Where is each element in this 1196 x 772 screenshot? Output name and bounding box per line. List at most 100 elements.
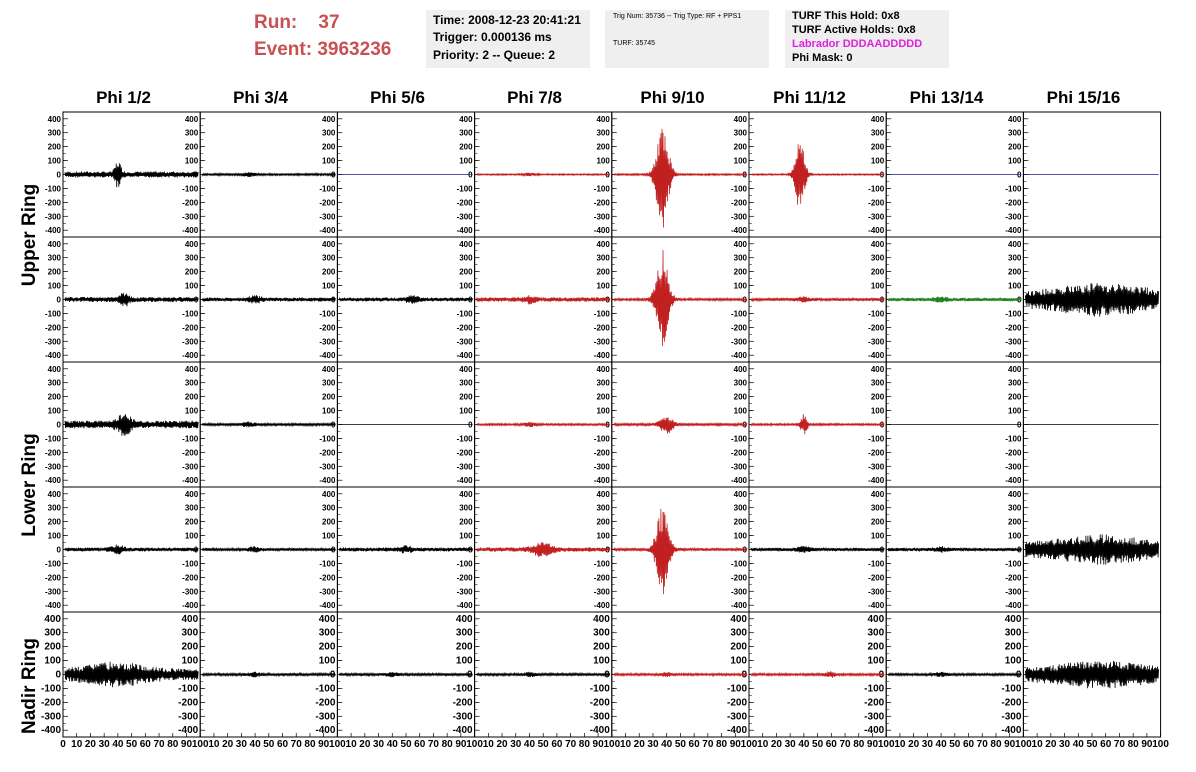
waveform-trace [750,144,885,205]
y-tick-label: 300 [734,254,748,263]
y-tick-label: 0 [743,171,748,180]
y-tick-label: 300 [734,504,748,513]
y-tick-label: -200 [45,573,62,582]
y-tick-label: -100 [182,559,199,568]
y-tick-label: -100 [731,559,748,568]
x-tick-label: 10 [757,739,769,750]
y-tick-label: -200 [1001,697,1021,708]
y-tick-label: -400 [45,476,62,485]
x-tick-label: 30 [99,739,111,750]
y-tick-label: -100 [457,559,474,568]
phi-mask-text: Phi Mask: 0 [792,52,853,64]
waveform-trace [613,128,748,228]
y-tick-label: 400 [1008,490,1022,499]
y-tick-label: -400 [594,601,611,610]
x-tick-label: 90 [455,739,467,750]
y-tick-label: -400 [1005,476,1022,485]
y-tick-label: -300 [594,462,611,471]
x-tick-label: 40 [250,739,262,750]
y-tick-label: -200 [45,198,62,207]
y-tick-label: 300 [459,254,473,263]
y-tick-label: -200 [731,448,748,457]
y-tick-label: 100 [734,282,748,291]
y-tick-label: 0 [1017,421,1022,430]
y-tick-label: 400 [1008,115,1022,124]
y-tick-label: -300 [45,462,62,471]
y-tick-label: 400 [48,240,62,249]
trigger-info-box: Time: 2008-12-23 20:41:21 Trigger: 0.000… [426,10,590,68]
x-tick-label: 70 [1114,739,1126,750]
waveform-trace [476,172,611,178]
column-header-phi-5-6: Phi 5/6 [370,88,425,107]
waveform-trace [750,545,885,553]
y-tick-label: 400 [48,365,62,374]
y-tick-label: 100 [734,157,748,166]
x-tick-label: 70 [702,739,714,750]
y-tick-label: 100 [593,656,610,667]
column-header-phi-9-10: Phi 9/10 [640,88,705,107]
y-tick-label: -100 [319,184,336,193]
y-tick-label: 300 [734,129,748,138]
y-tick-label: 300 [319,628,336,639]
y-tick-label: -300 [594,212,611,221]
turf-active-text: TURF Active Holds: 0x8 [792,24,916,36]
x-tick-label: 60 [826,739,838,750]
y-tick-label: -300 [319,212,336,221]
y-tick-label: -100 [315,683,335,694]
y-tick-label: 400 [322,365,336,374]
y-tick-label: -400 [731,226,748,235]
x-tick-label: 100 [1152,739,1169,750]
y-tick-label: -200 [731,573,748,582]
trigger-text: Trigger: 0.000136 ms [433,30,552,44]
y-tick-label: -200 [864,697,884,708]
y-tick-label: -400 [178,725,198,736]
waveform-trace [750,296,885,303]
waveform-trace [201,546,336,553]
y-tick-label: -200 [319,323,336,332]
y-tick-label: 200 [182,642,199,653]
y-tick-label: -300 [594,587,611,596]
y-tick-label: -200 [45,323,62,332]
y-tick-label: 400 [871,240,885,249]
y-tick-label: 100 [730,656,747,667]
y-tick-label: 200 [868,642,885,653]
y-tick-label: -200 [594,448,611,457]
y-tick-label: -300 [45,337,62,346]
y-tick-label: 300 [44,628,61,639]
y-tick-label: -400 [45,351,62,360]
x-tick-label: 100 [741,739,758,750]
y-tick-label: 100 [459,407,473,416]
y-tick-label: -400 [731,601,748,610]
y-tick-label: -400 [45,226,62,235]
x-tick-label: 10 [1032,739,1044,750]
y-tick-label: -100 [182,184,199,193]
x-tick-label: 90 [730,739,742,750]
x-tick-label: 20 [359,739,371,750]
y-tick-label: -100 [590,683,610,694]
waveform-trace [613,508,748,595]
y-tick-label: -400 [319,226,336,235]
y-tick-label: -400 [868,601,885,610]
y-tick-label: -300 [1005,462,1022,471]
y-tick-label: -300 [319,587,336,596]
y-tick-label: 300 [1008,129,1022,138]
y-tick-label: 300 [871,254,885,263]
y-tick-label: -300 [457,212,474,221]
y-tick-label: -300 [178,711,198,722]
column-header-phi-3-4: Phi 3/4 [233,88,288,107]
y-tick-label: 200 [593,642,610,653]
y-tick-label: -400 [319,476,336,485]
y-tick-label: 300 [48,379,62,388]
y-tick-label: -400 [182,476,199,485]
y-tick-label: -200 [457,323,474,332]
x-tick-label: 90 [867,739,879,750]
y-tick-label: 300 [1005,628,1022,639]
y-tick-label: 200 [871,143,885,152]
y-tick-label: 400 [459,490,473,499]
turf-text: TURF: 35745 [613,40,656,47]
y-tick-label: -100 [453,683,473,694]
y-tick-label: 400 [730,614,747,625]
y-tick-label: -300 [182,587,199,596]
x-tick-label: 50 [126,739,138,750]
x-tick-label: 100 [466,739,483,750]
